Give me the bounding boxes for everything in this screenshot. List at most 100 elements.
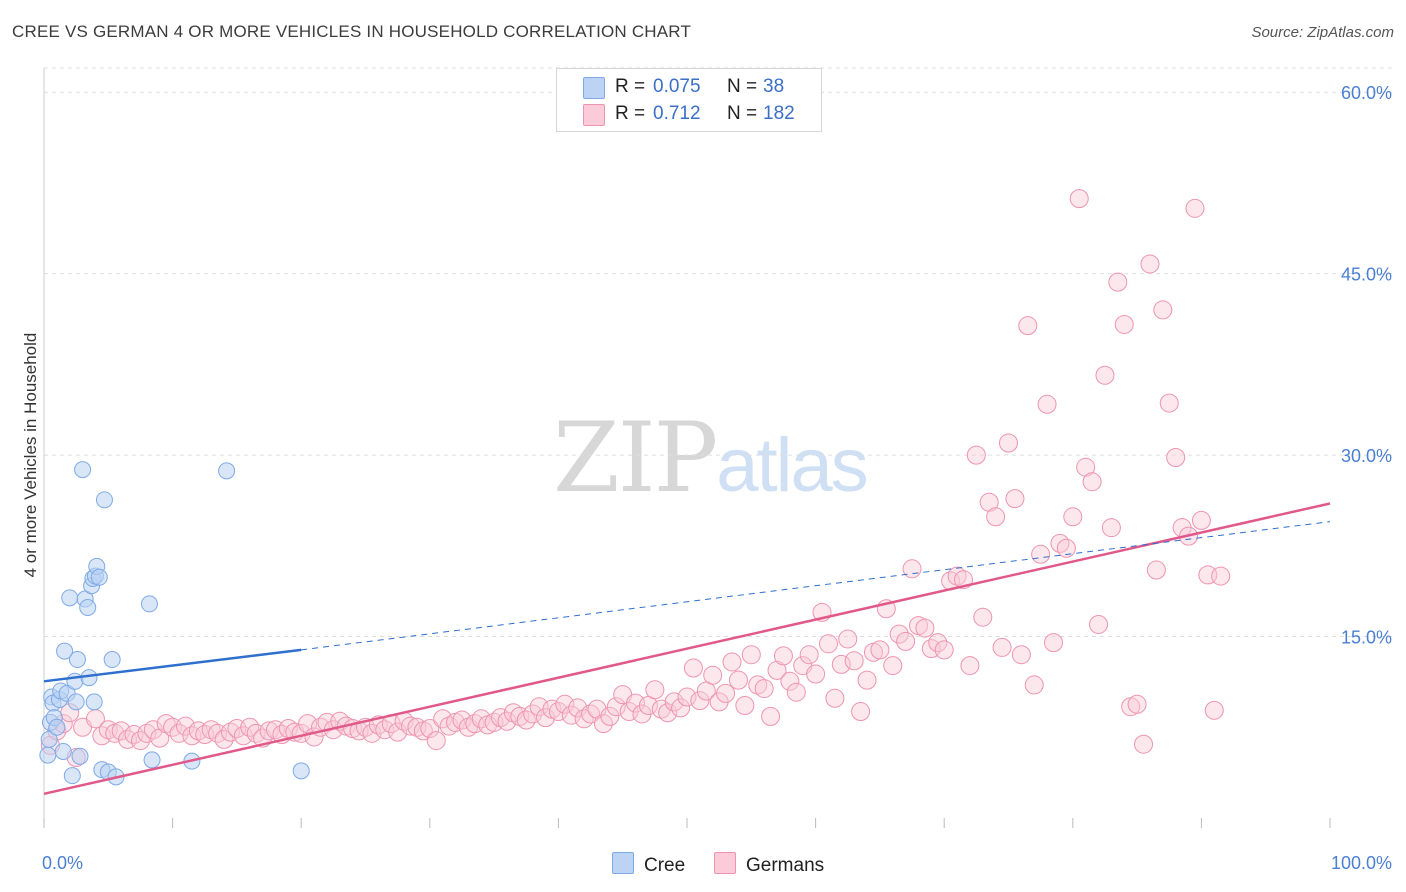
bottom-legend-germans: Germans (714, 852, 824, 877)
data-point-germans (896, 631, 916, 651)
data-point-germans (741, 645, 761, 665)
data-point-cree (71, 747, 89, 765)
data-point-germans (857, 670, 877, 690)
data-point-germans (883, 656, 903, 676)
data-point-germans (825, 688, 845, 708)
trend-line-cree (43, 648, 302, 683)
data-point-germans (426, 731, 446, 751)
x-tick-label: 0.0% (42, 853, 83, 873)
data-point-cree (143, 751, 161, 769)
data-point-germans (767, 660, 787, 680)
data-point-germans (439, 716, 459, 736)
data-point-germans (761, 706, 781, 726)
data-point-germans (561, 705, 581, 725)
data-point-germans (581, 704, 601, 724)
y-tick-label: 15.0% (1341, 628, 1392, 648)
data-point-germans (1101, 518, 1121, 538)
data-point-germans (1204, 700, 1224, 720)
tick-labels: 15.0% 30.0% 45.0% 60.0% 0.0% 100.0% (42, 83, 1392, 873)
data-point-germans (214, 729, 234, 749)
grid-lines (44, 67, 1392, 638)
data-point-cree (140, 595, 158, 613)
data-point-cree (63, 767, 81, 785)
data-point-cree (68, 651, 86, 669)
y-axis-title: 4 or more Vehicles in Household (21, 333, 40, 578)
data-point-cree (54, 742, 72, 760)
series-germans (40, 189, 1231, 768)
data-point-germans (1050, 533, 1070, 553)
data-point-germans (401, 716, 421, 736)
data-point-germans (1076, 457, 1096, 477)
data-point-germans (1082, 472, 1102, 492)
data-point-germans (388, 722, 408, 742)
data-point-germans (677, 687, 697, 707)
data-point-germans (748, 675, 768, 695)
data-point-germans (1146, 560, 1166, 580)
data-point-germans (555, 694, 575, 714)
legend-swatch-germans (583, 104, 605, 126)
data-point-germans (806, 664, 826, 684)
legend-n-label: N = (727, 103, 758, 124)
data-point-germans (683, 658, 703, 678)
data-point-germans (606, 697, 626, 717)
data-point-cree (292, 762, 310, 780)
bottom-legend-swatch-cree (612, 852, 634, 874)
data-point-cree (74, 461, 92, 479)
data-point-germans (156, 714, 176, 734)
data-point-germans (1018, 316, 1038, 336)
data-point-germans (1140, 254, 1160, 274)
data-point-germans (600, 706, 620, 726)
data-point-germans (947, 566, 967, 586)
data-point-germans (1069, 189, 1089, 209)
data-point-germans (690, 691, 710, 711)
data-point-germans (934, 640, 954, 660)
watermark: ZIPatlas (553, 402, 869, 514)
data-point-germans (915, 618, 935, 638)
data-point-cree (40, 730, 58, 748)
data-point-germans (1044, 633, 1064, 653)
data-point-germans (902, 559, 922, 579)
data-point-cree (67, 693, 85, 711)
watermark-zip: ZIP (553, 402, 718, 514)
data-point-germans (928, 633, 948, 653)
data-point-germans (773, 646, 793, 666)
data-point-germans (452, 710, 472, 730)
data-point-germans (889, 624, 909, 644)
data-point-germans (844, 651, 864, 671)
data-point-germans (999, 433, 1018, 453)
legend-r-value: 0.712 (653, 103, 701, 124)
data-point-germans (799, 645, 819, 665)
data-point-germans (979, 492, 999, 512)
trend-lines (43, 502, 1331, 796)
legend-row-germans: R = 0.712 N = 182 (557, 100, 821, 128)
legend-r-value: 0.075 (653, 76, 701, 97)
data-point-germans (523, 704, 543, 724)
data-point-germans (150, 728, 170, 748)
axes (43, 68, 1331, 828)
data-point-germans (1114, 314, 1134, 334)
legend-r-label: R = (615, 103, 646, 124)
data-point-cree (103, 651, 121, 669)
data-point-germans (1011, 645, 1031, 665)
data-point-germans (201, 720, 221, 740)
data-point-germans (966, 445, 986, 465)
data-point-germans (548, 702, 568, 722)
series-cree (39, 461, 310, 786)
data-point-cree (90, 568, 108, 586)
data-point-germans (568, 698, 588, 718)
legend-r-label: R = (615, 76, 646, 97)
data-point-cree (39, 746, 57, 764)
data-point-germans (1063, 507, 1083, 527)
data-point-germans (137, 723, 157, 743)
bottom-legend-label-cree: Cree (644, 855, 686, 876)
data-point-cree (48, 718, 66, 736)
data-point-germans (1037, 394, 1057, 414)
data-point-cree (61, 589, 79, 607)
data-point-germans (574, 709, 594, 729)
data-point-germans (735, 696, 755, 715)
legend-n-label: N = (727, 76, 758, 97)
data-point-germans (818, 634, 838, 654)
bottom-legend-swatch-germans (714, 852, 736, 874)
data-point-germans (593, 714, 613, 734)
data-point-germans (973, 607, 993, 627)
